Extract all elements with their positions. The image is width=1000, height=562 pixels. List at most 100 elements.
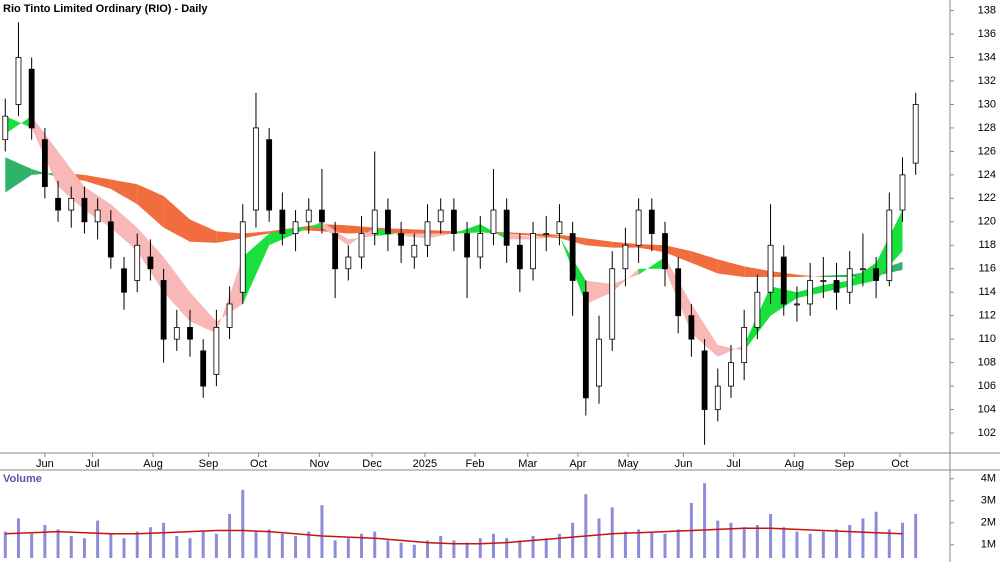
candle-body [648,209,655,234]
candle-body [398,233,405,246]
y-tick-label: 4M [981,473,996,485]
volume-bar [703,483,707,558]
candle-body [820,280,827,282]
chart-title: Rio Tinto Limited Ordinary (RIO) - Daily [3,3,208,15]
candle-body [385,209,391,234]
volume-bar [412,544,416,558]
volume-bar [571,522,575,558]
volume-bar [346,538,350,558]
volume-bar [544,538,548,558]
volume-bar [3,531,7,558]
candle-body [94,209,101,223]
x-tick-label: Jun [36,458,54,470]
candle-body [464,233,470,258]
volume-bar [755,525,759,558]
volume-bar [557,533,561,558]
candle-body [688,315,695,340]
candle-body [253,127,259,211]
y-tick-label: 130 [978,98,996,110]
candle-body [662,233,668,270]
y-tick-label: 106 [978,380,996,392]
ribbon-segment [295,221,322,234]
y-tick-label: 104 [978,403,996,415]
x-tick-label: Jun [675,458,693,470]
volume-bar [30,533,34,558]
volume-bar [201,531,205,558]
volume-bar [663,533,667,558]
volume-bar [531,536,535,558]
candle-body [292,221,299,234]
panel-title: Volume [3,473,42,485]
volume-bar [43,525,47,558]
candle-body [728,362,734,387]
volume-bar [584,494,588,558]
ribbon-segment [5,116,32,134]
volume-bar [294,536,298,558]
y-tick-label: 3M [981,495,996,507]
volume-bar [426,540,429,558]
volume-bar [135,531,139,558]
ribbon-segment [137,184,164,228]
candle-body [107,221,114,258]
volume-bar [109,533,113,558]
ribbon-segment [691,251,718,274]
candle-body [622,244,629,270]
x-tick-label: Feb [466,458,485,470]
ribbon-segment [190,292,217,334]
y-tick-label: 124 [978,169,996,181]
ribbon-segment [58,151,85,211]
candle-body [173,327,180,340]
x-tick-label: Aug [143,458,163,470]
volume-bar [267,529,271,558]
volume-bar [914,514,918,558]
ribbon-segment [216,231,243,243]
candle-body [358,233,365,258]
candle-body [899,174,906,211]
volume-bar [360,533,364,558]
candle-body [503,209,510,246]
candle-body [319,209,325,223]
volume-bar [676,529,680,558]
candle-body [437,209,444,223]
x-tick-label: Aug [785,458,805,470]
candle-body [68,197,75,211]
volume-bar [386,540,390,558]
candle-body [596,338,602,387]
volume-bar [56,529,60,558]
volume-bar [333,540,337,558]
candle-body [332,233,339,270]
candle-body [833,280,840,293]
volume-bar [452,540,456,558]
volume-bar [241,489,245,558]
candle-body [239,221,246,293]
volume-bar [518,540,522,558]
ribbon-segment [163,257,190,322]
x-tick-label: Apr [569,458,586,470]
x-tick-label: Sep [835,458,855,470]
volume-bar [465,542,469,558]
volume-bar [307,531,311,558]
candle-body [701,350,708,410]
candle-body [780,256,787,305]
y-tick-label: 134 [978,51,996,63]
y-tick-label: 1M [981,539,996,551]
volume-bar [491,533,495,558]
ribbon-segment [401,228,428,234]
candle-body [873,268,880,281]
x-tick-label: Oct [891,458,908,470]
volume-bar [122,538,126,558]
volume-bar [887,529,891,558]
volume-bar [162,522,166,558]
y-tick-label: 2M [981,517,996,529]
y-tick-label: 128 [978,122,996,134]
y-tick-label: 126 [978,145,996,157]
ribbon-segment [717,345,745,357]
volume-bar [228,514,232,558]
candle-body [754,291,761,328]
ribbon-segment [374,227,402,236]
candle-body [15,57,22,105]
x-tick-label: May [618,458,639,470]
candle-body [530,233,536,270]
volume-bar [861,518,865,558]
y-tick-label: 110 [978,333,996,345]
